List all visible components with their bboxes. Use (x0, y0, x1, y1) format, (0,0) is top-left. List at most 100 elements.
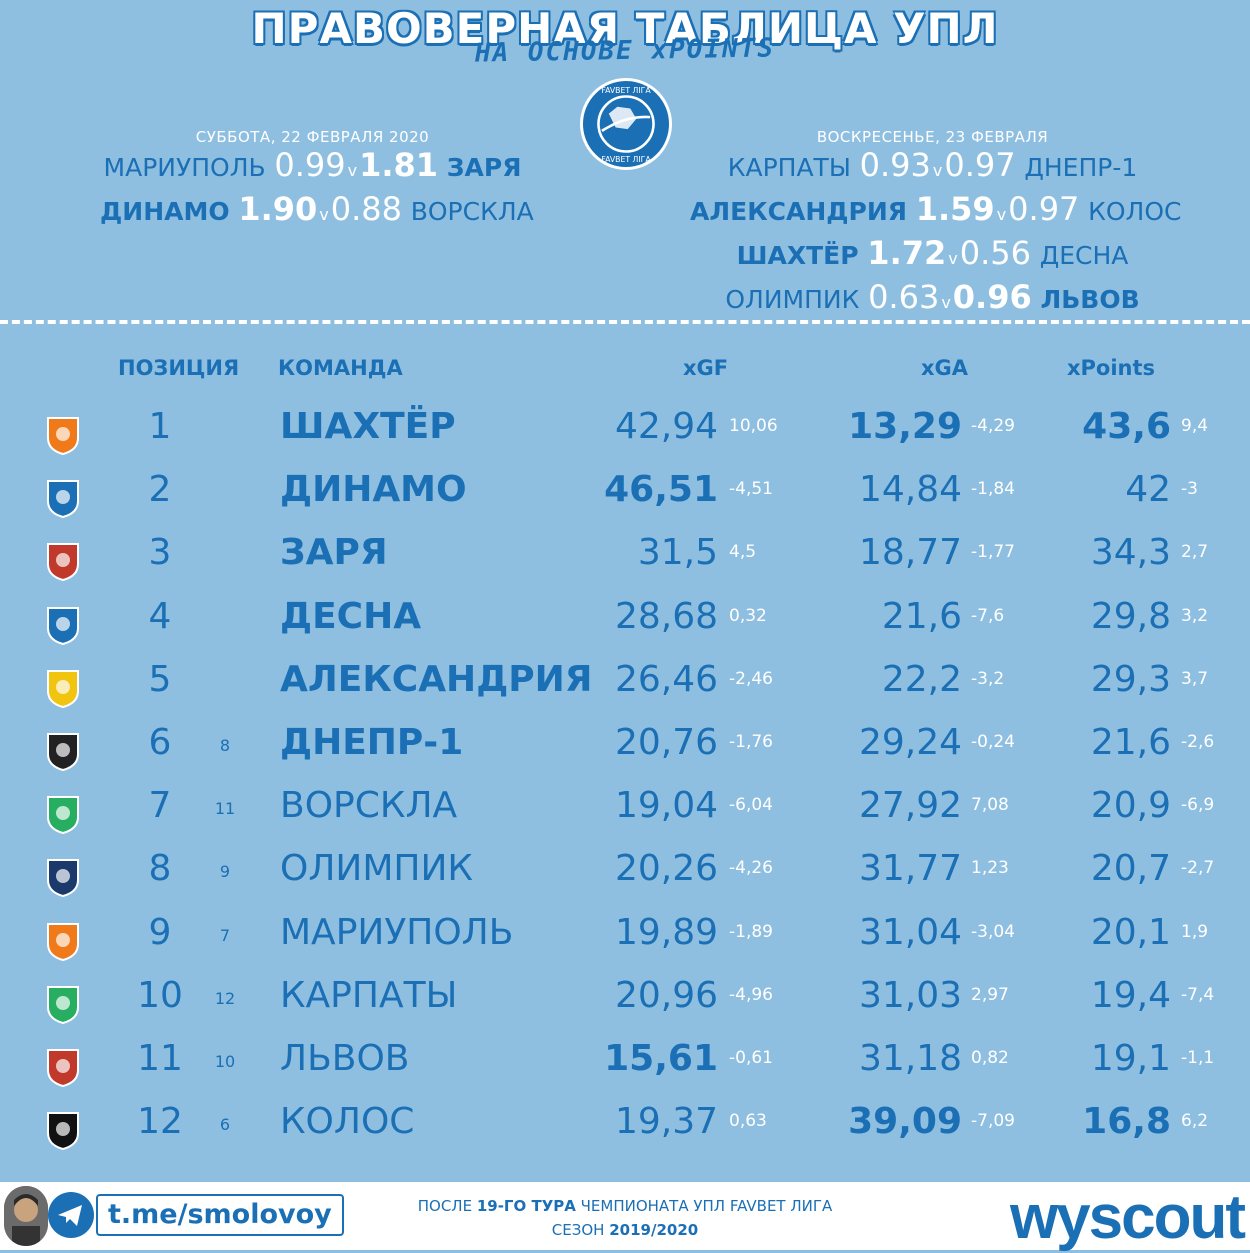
xpoints-delta: 3,7 (1181, 668, 1209, 689)
versus: v (932, 161, 943, 180)
svg-text:FAVBET ЛІГА: FAVBET ЛІГА (601, 86, 651, 95)
club-badge-icon (44, 477, 82, 519)
xga-delta: -1,84 (971, 479, 1015, 500)
xga-delta: -3,2 (971, 668, 1005, 689)
xga-delta: -0,24 (971, 732, 1015, 752)
club-badge-icon (44, 856, 82, 898)
telegram-handle-link[interactable]: t.me/smolovoy (96, 1194, 344, 1236)
xpoints-delta: -3 (1181, 479, 1198, 500)
team-name: ЛЬВОВ (280, 1038, 410, 1079)
xpoints-delta: 6,2 (1181, 1111, 1209, 1132)
previous-position: 11 (214, 799, 236, 819)
xga-value: 18,77 (858, 532, 962, 574)
home-team: КАРПАТЫ (727, 153, 851, 182)
home-xg: 0.93 (859, 146, 931, 184)
telegram-icon[interactable] (48, 1192, 94, 1238)
table-row: 11 10 ЛЬВОВ 15,61 -0,61 31,18 0,82 19,1 -1,1 (0, 1034, 1250, 1097)
position-number: 4 (148, 595, 172, 637)
xpoints-delta: 3,2 (1181, 605, 1209, 626)
home-xg: 1.90 (238, 190, 318, 228)
xga-value: 27,92 (858, 785, 962, 827)
xga-value: 21,6 (881, 595, 962, 637)
xgf-value: 46,51 (604, 469, 718, 511)
previous-position: 7 (219, 925, 231, 945)
away-team: ЗАРЯ (446, 153, 522, 182)
previous-position: 12 (214, 988, 236, 1008)
favbet-liga-ball-icon: FAVBET ЛІГА FAVBET ЛІГА (580, 78, 672, 170)
xpoints-delta: 2,7 (1181, 542, 1209, 563)
header-xga: xGA (921, 356, 969, 380)
xgf-value: 31,5 (637, 532, 718, 574)
away-xg: 1.81 (359, 146, 439, 184)
club-badge-icon (44, 730, 82, 772)
xgf-value: 26,46 (614, 658, 718, 700)
xga-delta: 0,82 (971, 1048, 1009, 1068)
team-name: ОЛИМПИК (280, 848, 473, 890)
header-team: КОМАНДА (278, 356, 403, 380)
xgf-value: 19,89 (614, 911, 718, 953)
versus: v (319, 205, 329, 224)
table-row: 4 ДЕСНА 28,68 0,32 21,6 -7,6 29,8 3,2 (0, 592, 1250, 655)
xga-value: 39,09 (848, 1101, 962, 1143)
team-name: ВОРСКЛА (280, 785, 458, 827)
away-xg: 0.97 (944, 146, 1016, 184)
saturday-date: СУББОТА, 22 ФЕВРАЛЯ 2020 (195, 128, 430, 146)
home-team: АЛЕКСАНДРИЯ (690, 197, 908, 226)
xga-value: 31,03 (858, 974, 962, 1016)
xpoints-delta: -2,7 (1181, 858, 1215, 879)
club-badge-icon (44, 983, 82, 1025)
info-season: 2019/2020 (609, 1221, 699, 1239)
team-name: ДЕСНА (280, 595, 422, 637)
position-number: 7 (148, 785, 172, 827)
xpoints-value: 34,3 (1090, 532, 1171, 574)
xgf-delta: -6,04 (729, 795, 773, 816)
xga-delta: -1,77 (971, 542, 1015, 563)
saturday-block: СУББОТА, 22 ФЕВРАЛЯ 2020 МАРИУПОЛЬ 0.99 v… (100, 128, 534, 234)
table-row: 3 ЗАРЯ 31,5 4,5 18,77 -1,77 34,3 2,7 (0, 528, 1250, 591)
xgf-value: 20,96 (614, 974, 718, 1016)
team-name: АЛЕКСАНДРИЯ (280, 658, 593, 700)
team-name: ДИНАМО (280, 469, 467, 511)
away-xg: 0.88 (330, 190, 402, 228)
table-row: 6 8 ДНЕПР-1 20,76 -1,76 29,24 -0,24 21,6 -2,6 (0, 718, 1250, 781)
position-number: 9 (148, 911, 172, 953)
xpoints-value: 29,3 (1090, 658, 1171, 700)
xgf-delta: -4,96 (729, 984, 773, 1005)
xpoints-value: 20,7 (1090, 848, 1171, 890)
xgf-delta: -4,26 (729, 858, 773, 879)
away-team: ЛЬВОВ (1040, 285, 1140, 314)
previous-position: 10 (214, 1052, 236, 1071)
match-row: ШАХТЁР 1.72 v0.56 ДЕСНА (690, 234, 1175, 278)
xga-value: 13,29 (848, 406, 962, 447)
xgf-delta: 0,32 (729, 605, 767, 626)
xgf-delta: 0,63 (729, 1111, 767, 1132)
table-row: 7 11 ВОРСКЛА 19,04 -6,04 27,92 7,08 20,9 -6,9 (0, 781, 1250, 844)
club-badge-icon (44, 1046, 82, 1088)
table-row: 10 12 КАРПАТЫ 20,96 -4,96 31,03 2,97 19,4 -7,4 (0, 971, 1250, 1034)
xpoints-value: 19,1 (1090, 1038, 1171, 1079)
home-team: ШАХТЁР (736, 241, 859, 270)
team-name: ШАХТЁР (280, 406, 456, 447)
info-text: ПОСЛЕ (417, 1197, 477, 1215)
xpoints-delta: -6,9 (1181, 795, 1215, 816)
xga-delta: -4,29 (971, 416, 1015, 436)
xga-delta: 2,97 (971, 984, 1009, 1005)
xga-delta: -7,6 (971, 605, 1005, 626)
away-team: КОЛОС (1088, 197, 1182, 226)
club-badge-icon (44, 920, 82, 962)
xga-delta: 7,08 (971, 795, 1009, 816)
table-row: 2 ДИНАМО 46,51 -4,51 14,84 -1,84 42 -3 (0, 465, 1250, 528)
xgf-value: 20,76 (614, 722, 718, 763)
xga-delta: 1,23 (971, 858, 1009, 879)
xgf-delta: -1,89 (729, 921, 773, 942)
club-badge-icon (44, 414, 82, 456)
match-row: ДИНАМО 1.90 v0.88 ВОРСКЛА (100, 190, 534, 234)
xga-delta: -7,09 (971, 1111, 1015, 1132)
xgf-value: 28,68 (614, 595, 718, 637)
xpoints-value: 20,1 (1090, 911, 1171, 953)
home-xg: 0.63 (868, 278, 940, 316)
away-xg: 0.97 (1008, 190, 1080, 228)
wyscout-logo: wyscout (1009, 1183, 1246, 1252)
xga-value: 14,84 (858, 469, 962, 511)
versus: v (996, 205, 1007, 224)
